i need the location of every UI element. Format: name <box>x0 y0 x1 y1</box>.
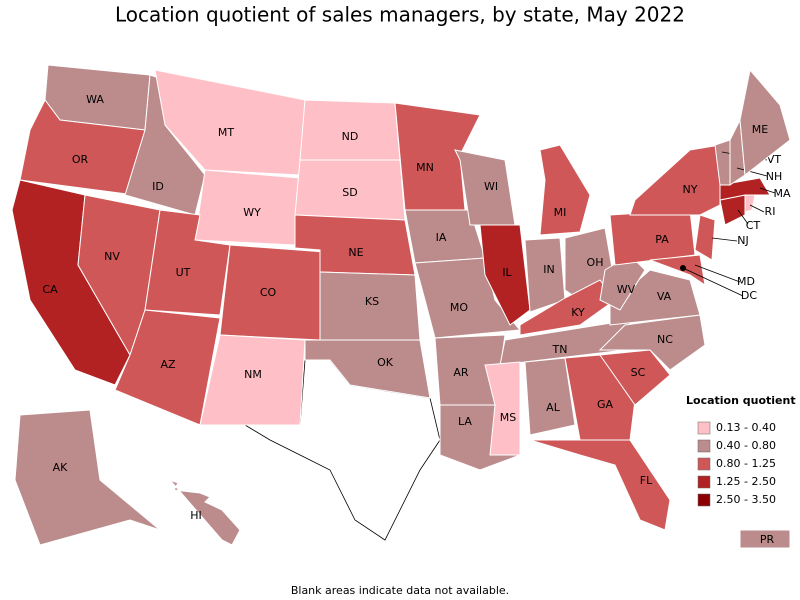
state-label: UT <box>176 266 191 279</box>
leader-line <box>711 237 738 242</box>
state <box>154 69 306 176</box>
state-label: MO <box>450 301 468 314</box>
state-label: AR <box>453 366 469 379</box>
state <box>598 314 706 371</box>
state-label: IL <box>502 266 512 279</box>
state-label: SD <box>342 186 357 199</box>
state-label: MT <box>218 126 234 139</box>
state <box>609 269 701 326</box>
state-label: IN <box>543 263 554 276</box>
state <box>739 529 791 549</box>
state-label: SC <box>631 366 646 379</box>
state <box>539 144 591 236</box>
leader-line <box>759 187 776 194</box>
state-label: HI <box>190 509 202 522</box>
state-label: VA <box>657 290 672 303</box>
leader-line <box>736 167 768 177</box>
state <box>599 349 671 406</box>
state-label: DC <box>741 289 757 302</box>
state-label: KS <box>365 295 379 308</box>
state-label: AL <box>546 401 561 414</box>
state-label: ME <box>752 123 768 136</box>
state-label: MN <box>416 161 434 174</box>
state <box>694 214 716 261</box>
state-label: LA <box>458 415 472 428</box>
state-label: RI <box>765 205 776 218</box>
state-label: PA <box>655 233 669 246</box>
legend-label: 0.13 - 0.40 <box>716 421 776 434</box>
state <box>479 224 531 326</box>
state-label: KY <box>571 306 585 319</box>
state <box>114 309 221 426</box>
state-label: CO <box>260 286 277 299</box>
legend-title: Location quotient <box>686 394 796 407</box>
legend-swatch <box>697 439 711 453</box>
legend-label: 0.40 - 0.80 <box>716 439 776 452</box>
leader-line <box>737 209 749 225</box>
leader-line <box>682 267 744 297</box>
state <box>529 439 671 531</box>
legend-label: 2.50 - 3.50 <box>716 493 776 506</box>
state-label: NY <box>683 183 698 196</box>
legend-swatch <box>697 493 711 507</box>
legend-swatch <box>697 421 711 435</box>
state-label: OH <box>587 256 604 269</box>
state-label: ND <box>342 130 359 143</box>
state <box>524 357 576 436</box>
state <box>629 144 721 216</box>
state-label: NC <box>657 333 673 346</box>
state-label: MI <box>554 206 567 219</box>
state <box>14 409 161 546</box>
state-label: NJ <box>737 234 748 247</box>
legend-swatch <box>697 457 711 471</box>
legend-label: 0.80 - 1.25 <box>716 457 776 470</box>
state-label: NH <box>766 170 783 183</box>
state-label: WY <box>243 206 261 219</box>
state-label: GA <box>597 398 614 411</box>
state-label: NM <box>244 368 262 381</box>
state-label: AZ <box>160 358 176 371</box>
state <box>744 194 756 213</box>
state-label: FL <box>640 474 653 487</box>
state <box>564 354 636 441</box>
state-label: OR <box>72 153 89 166</box>
state-label: TN <box>552 343 568 356</box>
state-label: NE <box>348 246 363 259</box>
leader-line <box>749 204 765 213</box>
state-label: VT <box>767 153 782 166</box>
state-label: NV <box>104 250 120 263</box>
state-label: IA <box>436 231 447 244</box>
state-label: ID <box>152 180 164 193</box>
map-title: Location quotient of sales managers, by … <box>115 3 685 27</box>
state-label: MS <box>500 411 516 424</box>
state <box>199 334 306 426</box>
leader-line <box>694 264 741 283</box>
state-label: WA <box>86 93 104 106</box>
state-label: OK <box>377 356 394 369</box>
state-label: PR <box>760 533 775 546</box>
state <box>394 102 481 211</box>
legend-label: 1.25 - 2.50 <box>716 475 776 488</box>
legend: Location quotient 0.13 - 0.40 0.40 - 0.80… <box>686 394 796 507</box>
state <box>484 361 521 456</box>
state-label: WI <box>484 180 498 193</box>
state <box>169 479 241 546</box>
state-label: WV <box>617 283 636 296</box>
state-label: AK <box>53 461 69 474</box>
state-label: MA <box>773 187 790 200</box>
state-label: CA <box>42 283 58 296</box>
state <box>739 68 791 176</box>
state-label: CT <box>746 219 761 232</box>
states: WA OR CA NV ID MT WY UT AZ CO NM ND SD NE KS OK MN IA MO AR… <box>11 64 791 549</box>
state <box>304 339 431 399</box>
state-label: MD <box>737 275 755 288</box>
footnote: Blank areas indicate data not available. <box>291 584 509 597</box>
legend-swatch <box>697 475 711 489</box>
state <box>649 254 706 287</box>
